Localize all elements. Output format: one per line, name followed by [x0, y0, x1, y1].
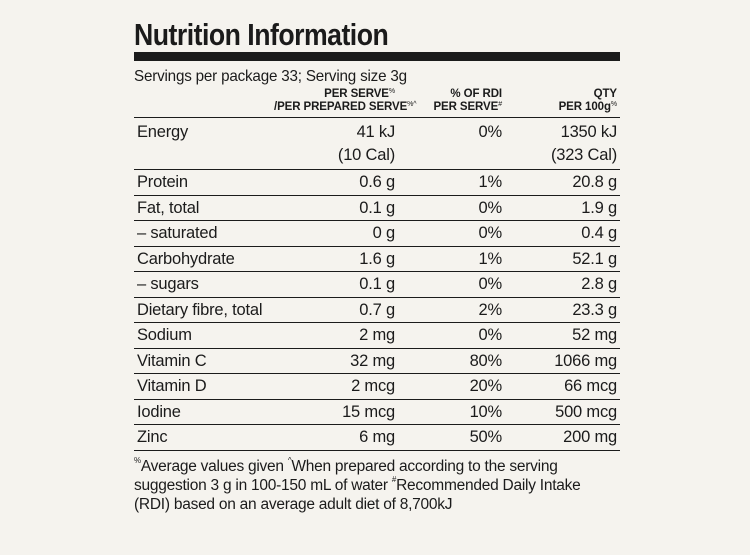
row-rdi: 50%	[469, 428, 503, 446]
header-rdi: % OF RDI PER SERVE#	[398, 88, 504, 114]
row-per100: 1350 kJ (323 Cal)	[504, 121, 620, 167]
panel-title: Nutrition Information	[134, 17, 389, 52]
row-label: Fat, total	[137, 198, 200, 217]
footnote-mark: %	[134, 455, 141, 465]
row-per100: 23.3 g	[572, 300, 617, 319]
row-label: Protein	[137, 173, 188, 191]
table-row: Sodium 2 mg 0% 52 mg	[134, 323, 620, 349]
row-per100: 1066 mg	[554, 351, 617, 370]
footnote-text-2: When prepared according to the serving s…	[134, 457, 558, 494]
table-row: Fat, total 0.1 g 0% 1.9 g	[134, 196, 620, 221]
row-rdi: 0%	[478, 275, 503, 293]
row-serve: 0.1 g	[359, 275, 395, 293]
row-label: Carbohydrate	[137, 249, 235, 268]
row-per100: 500 mcg	[555, 402, 617, 421]
row-serve: 0 g	[372, 224, 396, 242]
nutrition-panel: Nutrition Information Servings per packa…	[134, 18, 620, 514]
table-row: Carbohydrate 1.6 g 1% 52.1 g	[134, 247, 620, 272]
energy-per100-kj: 1350 kJ	[560, 123, 618, 141]
row-serve: 32 mg	[350, 351, 395, 370]
header-spacer	[134, 88, 274, 114]
header-per-serve-l2: /PER PREPARED SERVE	[274, 101, 408, 113]
row-serve: 1.6 g	[359, 249, 395, 268]
table-row: – sugars 0.1 g 0% 2.8 g	[134, 272, 620, 298]
row-rdi: 80%	[469, 351, 503, 370]
row-rdi: 0%	[478, 123, 503, 141]
row-per100: 0.4 g	[581, 224, 617, 242]
header-qty: QTY PER 100g%	[504, 88, 620, 114]
header-mark: #	[498, 101, 502, 108]
energy-serve-cal: (10 Cal)	[337, 146, 395, 164]
header-rdi-l1: % OF RDI	[450, 88, 502, 100]
table-row: Protein 0.6 g 1% 20.8 g	[134, 170, 620, 196]
row-serve: 0.6 g	[359, 173, 395, 191]
row-serve: 15 mcg	[342, 402, 395, 421]
energy-per100-cal: (323 Cal)	[550, 146, 617, 164]
row-per100: 2.8 g	[581, 275, 617, 293]
footnote-mark: ^	[287, 455, 292, 465]
row-rdi: 0%	[478, 224, 503, 242]
row-label: Iodine	[137, 402, 181, 421]
row-per100: 52 mg	[572, 326, 617, 344]
table-row: – saturated 0 g 0% 0.4 g	[134, 221, 620, 247]
footnote: %Average values given ^When prepared acc…	[134, 455, 620, 514]
header-qty-l1: QTY	[593, 88, 617, 100]
energy-serve-kj: 41 kJ	[356, 123, 396, 141]
table-row: Dietary fibre, total 0.7 g 2% 23.3 g	[134, 298, 620, 323]
row-rdi: 0%	[478, 198, 503, 217]
row-per100: 1.9 g	[581, 198, 617, 217]
table-row: Vitamin C 32 mg 80% 1066 mg	[134, 349, 620, 374]
row-per100: 52.1 g	[572, 249, 617, 268]
header-per-serve: PER SERVE% /PER PREPARED SERVE%^	[274, 88, 417, 114]
row-serve: 0.7 g	[359, 300, 395, 319]
table-row-energy: Energy 41 kJ (10 Cal) 0% 1350 kJ (323 Ca…	[134, 118, 620, 170]
row-serve: 2 mcg	[351, 377, 395, 395]
table-header: PER SERVE% /PER PREPARED SERVE%^ % OF RD…	[134, 88, 620, 118]
row-rdi: 1%	[478, 249, 503, 268]
header-per-serve-l1: PER SERVE	[324, 88, 389, 100]
title-rule	[134, 52, 620, 61]
table-row: Zinc 6 mg 50% 200 mg	[134, 425, 620, 451]
row-per100: 20.8 g	[572, 173, 617, 191]
row-label: Dietary fibre, total	[137, 300, 263, 319]
header-mark: %	[610, 101, 617, 108]
row-rdi: 10%	[469, 402, 503, 421]
row-rdi: 20%	[469, 377, 503, 395]
footnote-text-3: Recommended Daily Intake (RDI) based on …	[134, 476, 581, 513]
row-serve: 2 mg	[359, 326, 395, 344]
row-rdi: 1%	[478, 173, 503, 191]
table-row: Iodine 15 mcg 10% 500 mcg	[134, 400, 620, 425]
row-label: Vitamin C	[137, 351, 207, 370]
row-serve: 41 kJ (10 Cal)	[274, 121, 398, 167]
row-rdi: 2%	[478, 300, 503, 319]
header-qty-l2: PER 100g	[558, 101, 611, 113]
header-rdi-l2: PER SERVE	[433, 101, 499, 113]
row-label: – sugars	[137, 275, 199, 293]
row-rdi: 0%	[478, 326, 503, 344]
footnote-mark: #	[391, 474, 397, 484]
row-label: Vitamin D	[137, 377, 207, 395]
header-mark: %^	[407, 101, 417, 108]
footnote-text-1: Average values given	[140, 457, 288, 475]
nutrient-rows: Protein 0.6 g 1% 20.8 g Fat, total 0.1 g 0% 1.9…	[134, 170, 620, 451]
row-serve: 0.1 g	[359, 198, 395, 217]
row-per100: 66 mcg	[564, 377, 617, 395]
header-mark: %	[388, 88, 395, 95]
row-label: Sodium	[137, 326, 192, 344]
row-serve: 6 mg	[359, 428, 395, 446]
table-row: Vitamin D 2 mcg 20% 66 mcg	[134, 374, 620, 400]
row-per100: 200 mg	[563, 428, 617, 446]
row-label: Energy	[137, 123, 189, 141]
servings-text: Servings per package 33; Serving size 3g	[134, 68, 407, 85]
row-label: Zinc	[137, 428, 168, 446]
row-label: – saturated	[137, 224, 218, 242]
